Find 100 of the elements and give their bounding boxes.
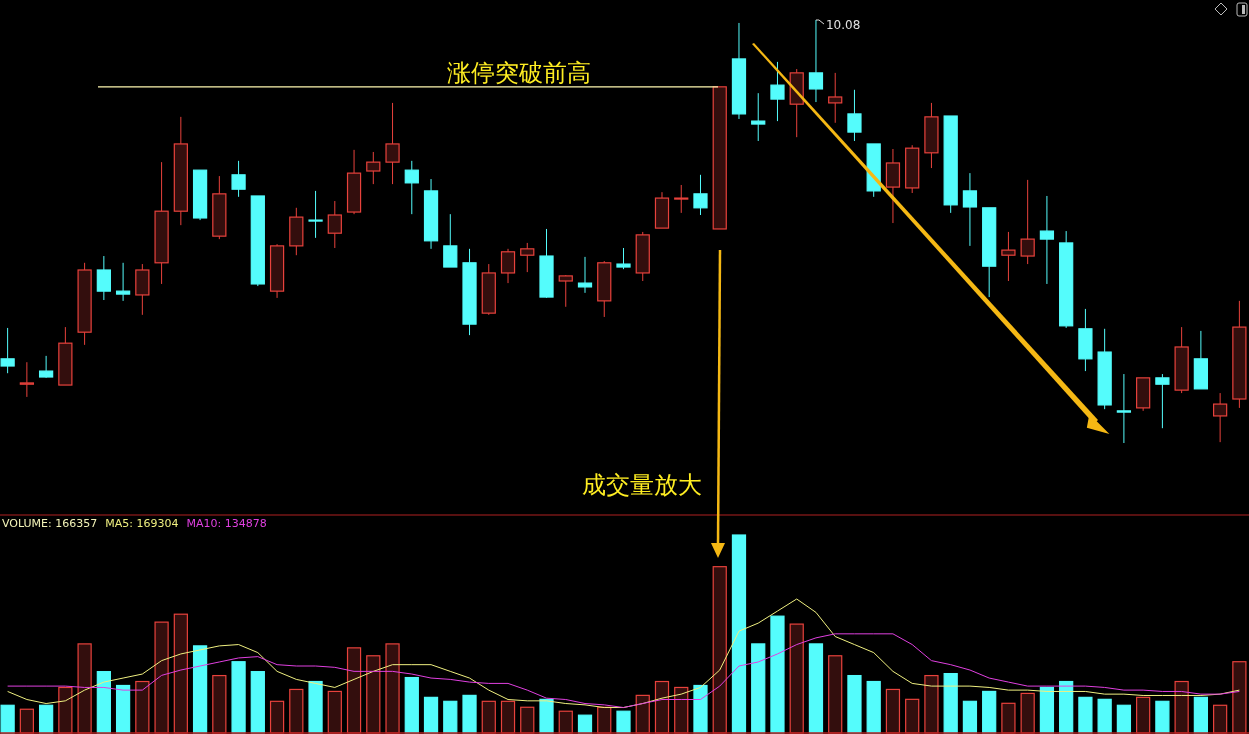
candlestick [385,102,400,185]
candlestick [115,262,131,302]
bar [1136,696,1151,734]
candlestick [289,207,304,256]
candlestick [693,174,708,216]
candlestick [481,263,496,316]
bar [789,623,804,734]
bar [1116,704,1132,734]
bar [1193,696,1209,734]
bar [905,698,920,734]
bar [173,613,188,734]
bar [19,708,34,734]
candlestick [1039,195,1055,285]
bar [924,674,939,734]
bar [192,645,208,734]
annotation: 10.08 [825,18,861,32]
candlestick [597,260,612,318]
candlestick [19,361,34,398]
bar [770,615,785,734]
bar [847,674,862,734]
bar [674,686,689,734]
candlestick [346,149,362,215]
candlestick [1174,326,1189,394]
text: VOLUME: 166357 [2,517,98,530]
candlestick [1213,392,1228,443]
bar [982,690,997,734]
bar [1078,696,1093,734]
candlestick [1059,230,1074,329]
bar [943,673,958,734]
candlestick [366,151,381,185]
candlestick [962,172,978,247]
bar [558,710,573,734]
bar [77,643,92,734]
bar [250,671,265,734]
candlestick [808,19,824,103]
bar [1213,704,1228,734]
bar [616,710,631,734]
bar [654,680,670,734]
candlestick [269,243,285,299]
bar [539,698,554,734]
candlestick [77,262,92,346]
bar [808,643,824,734]
bar [212,674,227,734]
bar [404,676,419,734]
bar [1174,680,1189,734]
bar [38,704,54,734]
candlestick [1001,231,1016,282]
candlestick [1232,300,1247,409]
bar [366,655,381,734]
candlestick [327,200,342,249]
candlestick [173,116,188,226]
candlestick [770,61,785,122]
candlestick [500,248,516,284]
text: 成交量放大 [582,471,702,499]
bar [462,694,477,734]
bar [1059,680,1074,734]
bar [1001,702,1016,734]
candlestick [96,255,111,301]
bar [828,655,843,734]
candlestick [423,178,439,250]
bar [0,704,15,734]
candlestick [135,263,150,316]
candlestick [1078,308,1093,372]
bar [231,661,246,734]
candlestick [828,72,843,124]
candlestick [558,275,573,308]
candlestick [674,184,689,214]
candlestick [577,256,593,294]
candlestick [308,190,323,239]
bar [500,700,516,734]
bar [443,700,458,734]
bar [520,706,535,734]
bar [308,680,323,734]
candlestick [731,22,747,120]
candlestick [212,175,227,240]
text: MA5: 169304 [105,517,179,530]
bar [1232,661,1247,734]
bar [327,690,342,734]
candlestick [154,161,169,285]
bar [731,534,747,734]
ref-line-label: 涨停突破前高 [447,58,591,87]
text: MA10: 134878 [186,517,267,530]
bar [269,700,285,734]
bar [58,686,73,734]
bar [1097,698,1112,734]
bar [385,643,400,734]
bar [423,696,439,734]
bar [154,621,169,734]
candlestick [462,248,477,336]
bar [962,700,978,734]
candlestick [905,144,920,194]
candlestick [635,231,650,282]
candlestick [885,148,901,224]
bar [346,647,362,734]
bar [96,671,111,734]
candlestick [751,92,766,142]
bar [1020,692,1035,734]
bar [866,680,881,734]
bar [481,700,496,734]
bar [289,688,304,734]
